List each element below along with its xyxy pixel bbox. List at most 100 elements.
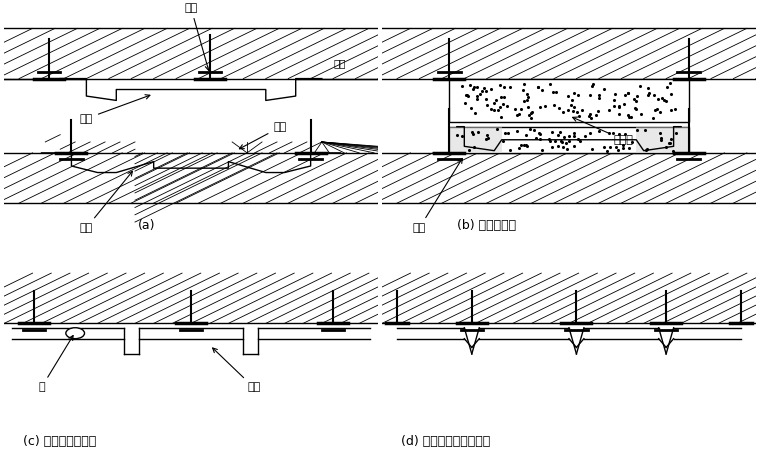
Point xyxy=(607,129,619,137)
Point xyxy=(471,92,483,100)
Point xyxy=(553,131,565,139)
Point xyxy=(518,142,530,149)
Point xyxy=(478,85,490,92)
Point xyxy=(495,113,507,121)
Point xyxy=(622,89,634,96)
Point xyxy=(547,88,559,95)
Point xyxy=(584,92,597,99)
Text: 管材: 管材 xyxy=(80,95,150,124)
Point xyxy=(466,128,478,135)
Text: 锚栓: 锚栓 xyxy=(185,3,210,70)
Point xyxy=(461,91,473,99)
Point xyxy=(625,113,637,120)
Point xyxy=(568,132,581,140)
Point xyxy=(518,97,530,104)
Point xyxy=(619,91,632,99)
Point xyxy=(641,92,654,99)
Point xyxy=(598,85,610,93)
Point xyxy=(489,99,501,106)
Point xyxy=(489,97,502,104)
Point xyxy=(553,142,565,150)
Point xyxy=(632,92,644,100)
Point xyxy=(641,145,653,153)
Point xyxy=(638,126,651,134)
Point xyxy=(522,93,534,100)
Text: (a): (a) xyxy=(138,219,155,232)
Point xyxy=(462,92,474,100)
Point xyxy=(563,137,575,144)
Point xyxy=(604,144,616,151)
Point xyxy=(522,103,534,110)
Point xyxy=(647,114,659,121)
Point xyxy=(495,94,507,101)
Point xyxy=(634,82,646,89)
Point xyxy=(553,104,565,112)
Text: (c) 管内可能清扫者: (c) 管内可能清扫者 xyxy=(23,435,96,448)
Point xyxy=(546,143,558,150)
Point xyxy=(534,130,546,138)
Point xyxy=(654,130,667,137)
Point xyxy=(526,108,538,116)
Point xyxy=(623,144,635,151)
Point xyxy=(573,113,585,120)
Point xyxy=(543,80,556,88)
Point xyxy=(491,125,503,133)
Point xyxy=(612,146,624,154)
Point xyxy=(518,80,530,88)
Text: 衬砌: 衬砌 xyxy=(333,58,346,68)
Point xyxy=(468,83,480,90)
Point xyxy=(651,95,663,103)
Point xyxy=(665,135,677,143)
Point xyxy=(511,111,523,119)
Point xyxy=(576,106,588,114)
Point xyxy=(617,144,629,151)
Point xyxy=(625,138,638,145)
Point xyxy=(525,109,537,117)
Text: 槫材: 槫材 xyxy=(213,348,261,392)
Point xyxy=(658,96,670,104)
Point xyxy=(609,90,621,97)
Point xyxy=(665,91,677,98)
Point xyxy=(513,110,525,118)
Point xyxy=(630,97,642,104)
Point xyxy=(630,106,642,113)
Text: 板材: 板材 xyxy=(239,122,287,149)
Point xyxy=(480,95,492,102)
Point xyxy=(613,103,625,111)
Point xyxy=(494,103,506,110)
Point xyxy=(562,106,574,113)
Point xyxy=(592,107,604,115)
Point xyxy=(663,139,675,146)
Point xyxy=(497,100,509,108)
Point xyxy=(554,128,566,136)
Point xyxy=(485,86,497,93)
Point xyxy=(480,136,492,143)
Point xyxy=(546,128,559,135)
Point xyxy=(451,131,464,139)
Point xyxy=(497,137,509,144)
Point xyxy=(568,90,581,97)
Point xyxy=(635,110,647,118)
Point xyxy=(520,132,532,139)
Point xyxy=(480,131,492,138)
Point xyxy=(503,146,515,153)
Point xyxy=(494,81,506,88)
Point xyxy=(629,104,641,112)
Bar xyxy=(636,127,689,153)
Point xyxy=(598,143,610,150)
Point xyxy=(464,81,477,89)
Point xyxy=(622,89,634,97)
Point xyxy=(644,89,656,96)
Point xyxy=(667,147,679,154)
Point xyxy=(499,130,511,137)
Point xyxy=(515,105,527,113)
Point xyxy=(648,92,660,99)
Point xyxy=(536,86,548,94)
Point xyxy=(489,106,501,113)
Point xyxy=(590,111,602,119)
Point xyxy=(456,83,468,90)
Point xyxy=(583,113,595,120)
Point xyxy=(524,125,536,133)
Point xyxy=(532,83,544,91)
Point xyxy=(520,141,532,148)
